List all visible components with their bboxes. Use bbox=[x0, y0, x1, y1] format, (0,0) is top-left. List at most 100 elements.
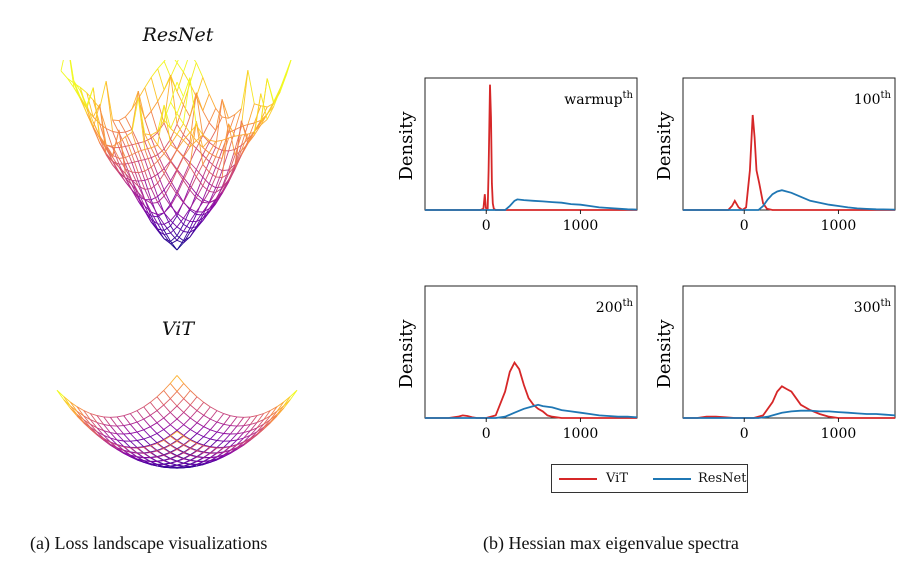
mesh-line bbox=[131, 179, 139, 182]
mesh-line bbox=[163, 462, 171, 465]
mesh-line bbox=[103, 424, 111, 433]
mesh-line bbox=[228, 114, 236, 119]
mesh-line bbox=[118, 158, 126, 170]
mesh-line bbox=[157, 195, 165, 203]
mesh-line bbox=[99, 80, 107, 109]
mesh-line bbox=[263, 415, 271, 425]
mesh-line bbox=[150, 442, 158, 446]
series-line-vit bbox=[425, 360, 637, 419]
mesh-line bbox=[170, 449, 178, 454]
mesh-line bbox=[151, 215, 158, 218]
mesh-line bbox=[125, 168, 133, 173]
mesh-line bbox=[216, 447, 224, 454]
mesh-line bbox=[215, 99, 223, 148]
mesh-line bbox=[129, 413, 138, 423]
mesh-line bbox=[260, 93, 268, 120]
mesh-line bbox=[170, 424, 178, 431]
x-tick-label: 1000 bbox=[563, 218, 599, 234]
mesh-line bbox=[202, 139, 210, 148]
mesh-line bbox=[190, 450, 198, 456]
mesh-line bbox=[234, 134, 242, 156]
mesh-line bbox=[125, 168, 133, 181]
mesh-line bbox=[96, 415, 104, 418]
mesh-line bbox=[263, 410, 271, 420]
mesh-line bbox=[183, 412, 191, 419]
mesh-line bbox=[150, 445, 158, 452]
mesh-line bbox=[203, 444, 211, 448]
mesh-line bbox=[183, 435, 191, 440]
mesh-line bbox=[103, 438, 111, 443]
mesh-line bbox=[176, 444, 184, 450]
mesh-line bbox=[249, 427, 258, 436]
panel-label-sup: th bbox=[623, 90, 634, 101]
mesh-line bbox=[96, 427, 104, 432]
mesh-line bbox=[123, 450, 131, 456]
mesh-line bbox=[176, 218, 184, 228]
mesh-line bbox=[189, 166, 197, 178]
mesh-line bbox=[163, 404, 171, 413]
mesh-line bbox=[215, 188, 223, 200]
mesh-line bbox=[123, 450, 131, 453]
mesh-line bbox=[196, 217, 204, 223]
mesh-line bbox=[163, 232, 171, 236]
vit-loss-landscape bbox=[56, 375, 298, 469]
mesh-line bbox=[195, 185, 204, 199]
mesh-line bbox=[189, 162, 197, 170]
mesh-line bbox=[269, 415, 278, 424]
mesh-line bbox=[170, 430, 178, 436]
mesh-line bbox=[156, 460, 164, 462]
vit-landscape-title: ViT bbox=[161, 318, 195, 340]
panel-label-sup: th bbox=[881, 298, 892, 309]
mesh-line bbox=[157, 148, 165, 156]
mesh-line bbox=[60, 60, 64, 71]
mesh-line bbox=[137, 97, 146, 150]
mesh-line bbox=[156, 461, 164, 465]
mesh-line bbox=[210, 438, 218, 441]
mesh-line bbox=[203, 452, 211, 459]
mesh-line bbox=[195, 121, 204, 165]
mesh-line bbox=[83, 415, 91, 420]
mesh-line bbox=[163, 447, 171, 453]
mesh-line bbox=[170, 138, 178, 150]
mesh-line bbox=[208, 187, 217, 203]
mesh-line bbox=[230, 425, 238, 427]
mesh-line bbox=[131, 179, 139, 187]
mesh-line bbox=[243, 424, 251, 427]
mesh-line bbox=[230, 444, 238, 451]
mesh-line bbox=[96, 427, 105, 436]
mesh-line bbox=[92, 121, 101, 137]
mesh-line bbox=[202, 152, 210, 165]
mesh-line bbox=[236, 437, 244, 441]
mesh-line bbox=[247, 103, 255, 125]
mesh-line bbox=[137, 197, 146, 212]
mesh-line bbox=[56, 389, 65, 400]
mesh-line bbox=[150, 422, 158, 428]
mesh-line bbox=[210, 406, 218, 411]
mesh-line bbox=[170, 62, 178, 78]
mesh-line bbox=[189, 221, 197, 233]
mesh-line bbox=[221, 99, 230, 133]
mesh-line bbox=[170, 239, 178, 245]
mesh-line bbox=[183, 398, 191, 406]
mesh-line bbox=[69, 407, 78, 417]
mesh-line bbox=[116, 444, 124, 451]
mesh-line bbox=[150, 457, 158, 462]
mesh-line bbox=[99, 136, 107, 146]
mesh-line bbox=[73, 80, 81, 91]
mesh-line bbox=[176, 412, 185, 420]
mesh-line bbox=[125, 154, 133, 158]
mesh-line bbox=[183, 104, 191, 117]
mesh-line bbox=[183, 439, 191, 445]
mesh-line bbox=[156, 450, 164, 456]
resnet-landscape-title: ResNet bbox=[142, 24, 214, 46]
mesh-line bbox=[182, 141, 191, 157]
mesh-line bbox=[163, 412, 171, 419]
mesh-line bbox=[170, 435, 178, 442]
mesh-line bbox=[236, 441, 244, 449]
mesh-line bbox=[183, 202, 191, 209]
mesh-line bbox=[131, 154, 139, 173]
mesh-line bbox=[176, 405, 185, 413]
mesh-line bbox=[63, 399, 71, 409]
mesh-line bbox=[195, 140, 204, 148]
mesh-line bbox=[137, 172, 146, 190]
